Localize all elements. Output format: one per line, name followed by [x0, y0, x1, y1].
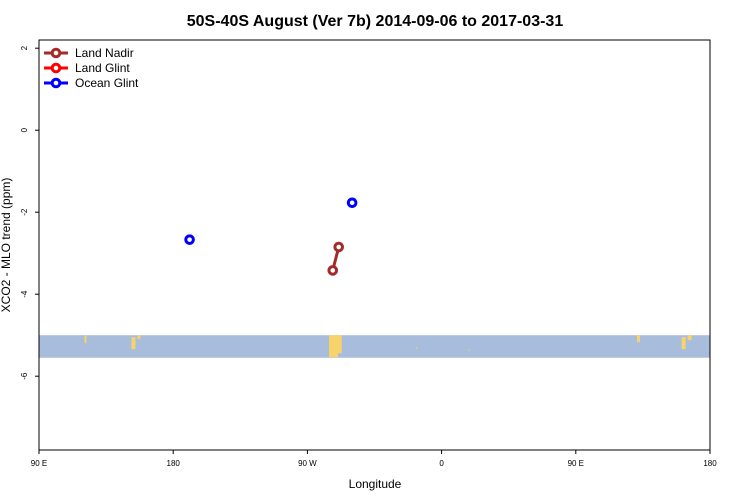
map-band	[39, 335, 710, 358]
x-tick-label: 180	[167, 459, 181, 468]
land-patch	[329, 335, 339, 358]
y-axis-label: XCO2 - MLO trend (ppm)	[0, 178, 13, 313]
land-patch	[681, 337, 686, 350]
y-tick-label: -2	[20, 208, 29, 216]
legend-marker	[50, 62, 62, 74]
legend-label: Ocean Glint	[75, 76, 139, 90]
x-tick-label: 90 E	[568, 459, 584, 468]
y-tick-label: -6	[20, 372, 29, 380]
data-point	[184, 234, 195, 245]
series-layer	[184, 197, 358, 276]
legend-label: Land Nadir	[75, 46, 134, 60]
y-tick-label: 2	[20, 45, 29, 50]
data-point	[346, 197, 358, 209]
land-patch	[468, 349, 470, 352]
x-tick-label: 0	[439, 459, 444, 468]
x-tick-label: 90 W	[298, 459, 317, 468]
y-tick-label: -4	[20, 290, 29, 298]
land-patch	[335, 335, 342, 354]
data-point	[333, 241, 345, 253]
land-patch	[636, 335, 640, 343]
y-tick-label: 0	[20, 127, 29, 132]
x-tick-label: 180	[703, 459, 717, 468]
x-axis: 90 E 180 90 W 0 90 E 180	[31, 450, 717, 468]
data-point	[327, 265, 339, 276]
legend-marker	[50, 47, 62, 59]
ocean-band	[39, 335, 710, 358]
x-tick-label: 90 E	[31, 459, 47, 468]
land-patch	[137, 335, 141, 340]
y-axis: 2 0 -2 -4 -6	[20, 45, 39, 380]
x-axis-label: Longitude	[349, 477, 402, 491]
plot-frame	[38, 39, 711, 451]
legend-marker	[50, 77, 62, 89]
land-patch	[84, 335, 87, 344]
land-patch	[416, 347, 418, 350]
legend-label: Land Glint	[75, 61, 130, 75]
land-patch	[131, 337, 136, 350]
land-patch	[687, 335, 692, 341]
chart-title: 50S-40S August (Ver 7b) 2014-09-06 to 20…	[187, 13, 564, 30]
